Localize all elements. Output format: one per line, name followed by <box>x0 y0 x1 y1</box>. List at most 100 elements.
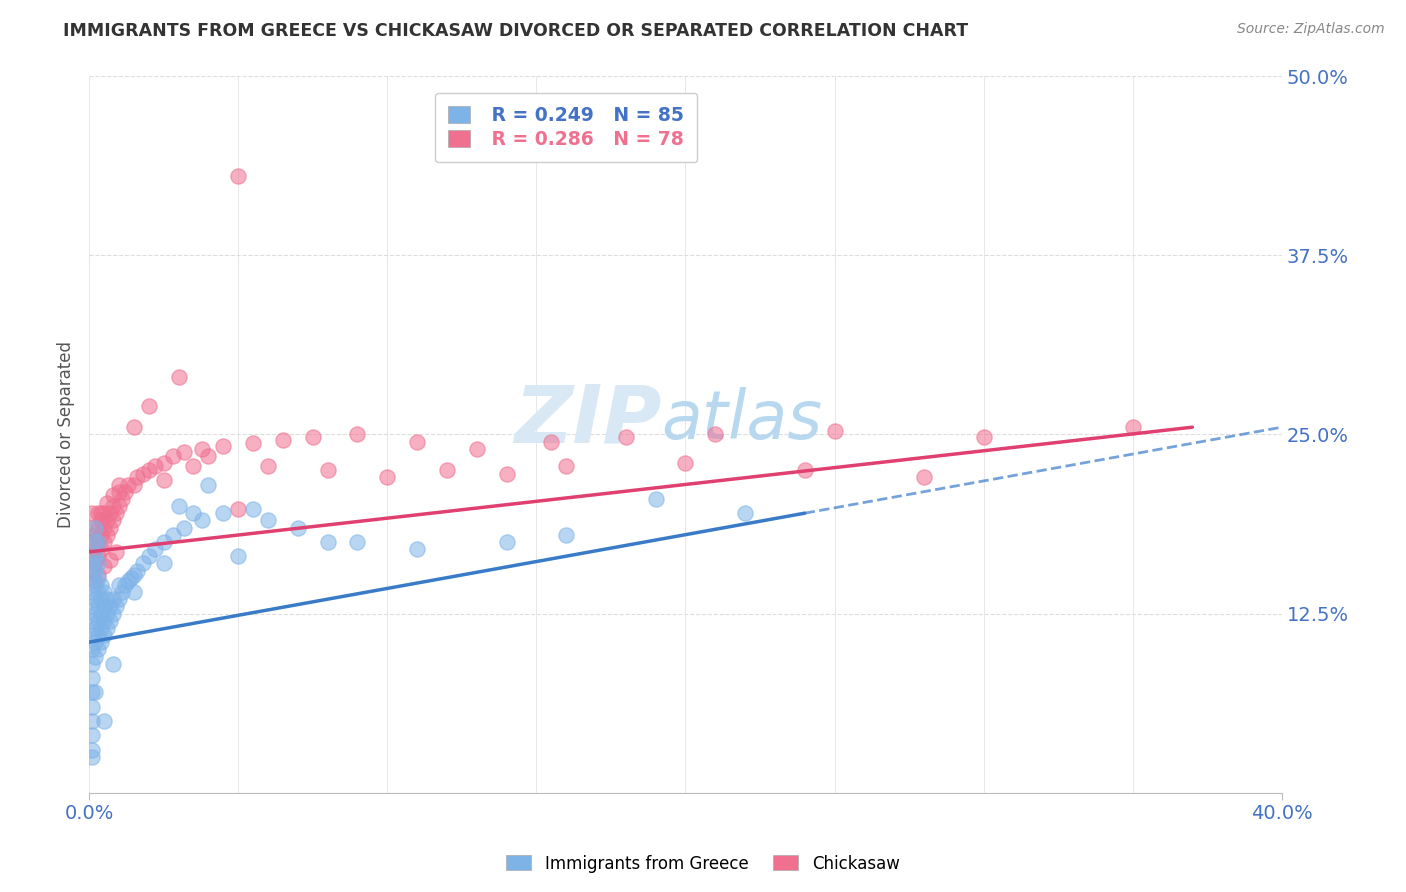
Point <box>122 567 145 582</box>
Point <box>197 477 219 491</box>
Point <box>87 534 110 549</box>
Point <box>555 527 578 541</box>
Point <box>122 585 145 599</box>
Point <box>90 513 112 527</box>
Point <box>197 449 219 463</box>
Point <box>90 592 112 607</box>
Point <box>96 621 118 635</box>
Point <box>90 578 112 592</box>
Point <box>675 456 697 470</box>
Point <box>80 534 103 549</box>
Point <box>152 534 174 549</box>
Point <box>101 487 124 501</box>
Legend:  R = 0.249   N = 85,  R = 0.286   N = 78: R = 0.249 N = 85, R = 0.286 N = 78 <box>434 93 697 162</box>
Point <box>406 541 429 556</box>
Point <box>108 592 131 607</box>
Point <box>90 527 112 541</box>
Text: IMMIGRANTS FROM GREECE VS CHICKASAW DIVORCED OR SEPARATED CORRELATION CHART: IMMIGRANTS FROM GREECE VS CHICKASAW DIVO… <box>63 22 969 40</box>
Point <box>173 520 195 534</box>
Point <box>555 458 578 473</box>
Point <box>1122 420 1144 434</box>
Point <box>84 520 107 534</box>
Point <box>138 463 160 477</box>
Point <box>120 571 142 585</box>
Point <box>143 458 166 473</box>
Point <box>80 685 103 699</box>
Point <box>257 458 280 473</box>
Point <box>824 425 846 439</box>
Point <box>87 534 110 549</box>
Point <box>80 714 103 728</box>
Point <box>108 477 131 491</box>
Point <box>87 585 110 599</box>
Point <box>87 614 110 628</box>
Point <box>90 607 112 621</box>
Point <box>173 444 195 458</box>
Point <box>84 534 107 549</box>
Point <box>98 599 121 614</box>
Point <box>183 506 205 520</box>
Point <box>191 442 214 456</box>
Point <box>540 434 562 449</box>
Point <box>87 506 110 520</box>
Point <box>644 491 666 506</box>
Point <box>87 549 110 564</box>
Point <box>114 484 136 499</box>
Point <box>84 649 107 664</box>
Point <box>346 534 368 549</box>
Point <box>87 557 110 571</box>
Point <box>80 564 103 578</box>
Point <box>316 463 339 477</box>
Point <box>98 520 121 534</box>
Point <box>495 534 517 549</box>
Point <box>80 642 103 657</box>
Point <box>87 571 110 585</box>
Point <box>98 614 121 628</box>
Point <box>84 557 107 571</box>
Point <box>93 506 115 520</box>
Point <box>90 506 112 520</box>
Point <box>93 628 115 642</box>
Point <box>242 501 264 516</box>
Point <box>111 491 134 506</box>
Point <box>84 564 107 578</box>
Point <box>117 574 139 588</box>
Point <box>80 520 103 534</box>
Point <box>108 578 131 592</box>
Point <box>84 578 107 592</box>
Point <box>316 534 339 549</box>
Point <box>80 571 103 585</box>
Point <box>226 169 249 184</box>
Point <box>108 499 131 513</box>
Point <box>104 599 127 614</box>
Point <box>271 433 294 447</box>
Point <box>301 430 323 444</box>
Point <box>191 513 214 527</box>
Point <box>465 442 488 456</box>
Point <box>226 549 249 564</box>
Point <box>84 685 107 699</box>
Point <box>167 499 190 513</box>
Point <box>80 671 103 685</box>
Point <box>212 506 235 520</box>
Point <box>704 427 727 442</box>
Point <box>912 470 935 484</box>
Point <box>96 592 118 607</box>
Point <box>122 420 145 434</box>
Point <box>375 470 398 484</box>
Point <box>101 513 124 527</box>
Point <box>96 527 118 541</box>
Point <box>84 541 107 556</box>
Point <box>138 399 160 413</box>
Point <box>793 463 815 477</box>
Point <box>346 427 368 442</box>
Point <box>93 599 115 614</box>
Point <box>98 553 121 567</box>
Point <box>101 499 124 513</box>
Point <box>93 714 115 728</box>
Point <box>90 635 112 649</box>
Legend: Immigrants from Greece, Chickasaw: Immigrants from Greece, Chickasaw <box>499 848 907 880</box>
Point <box>122 477 145 491</box>
Point <box>98 506 121 520</box>
Point <box>108 484 131 499</box>
